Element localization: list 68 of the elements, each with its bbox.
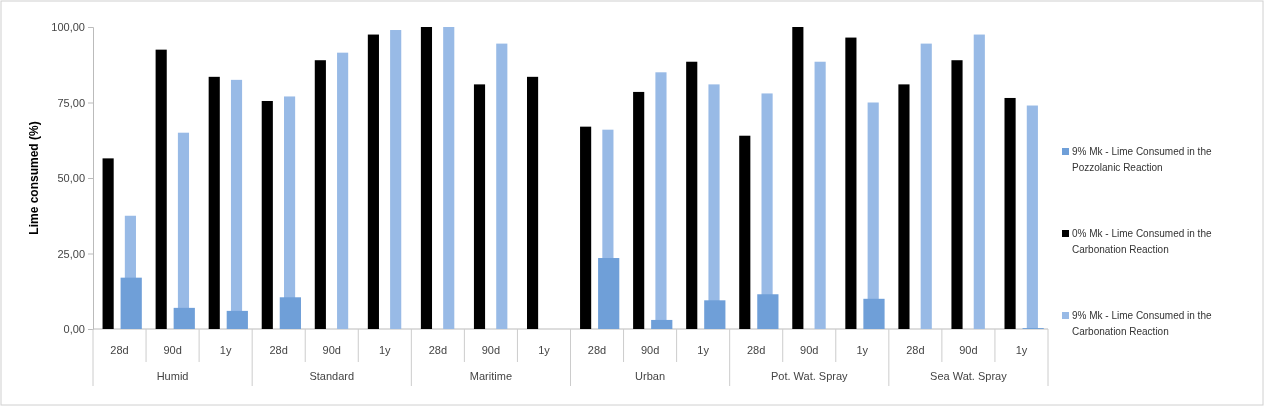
bar	[973, 34, 985, 329]
bar	[496, 43, 508, 329]
bar	[314, 60, 326, 329]
bar	[367, 34, 379, 329]
bar	[120, 277, 142, 329]
x-tick-label: 1y	[856, 344, 869, 356]
bar	[920, 43, 932, 329]
bar	[261, 100, 273, 329]
bar	[686, 61, 698, 329]
bar	[739, 135, 751, 329]
bar	[845, 37, 857, 329]
x-tick-label: 28d	[110, 344, 129, 356]
legend-label: 0% Mk - Lime Consumed in the Carbonation Reaction	[1072, 228, 1212, 255]
bar	[580, 126, 592, 329]
bar	[792, 27, 804, 329]
bar	[633, 91, 645, 329]
bar	[155, 49, 167, 329]
y-tick-label: 25,00	[57, 247, 85, 260]
bar	[814, 61, 826, 329]
bar	[598, 258, 620, 329]
x-tick-label: 90d	[800, 344, 819, 356]
x-tick-label: 90d	[959, 344, 978, 356]
x-tick-label: 28d	[269, 344, 288, 356]
text: Maritime	[469, 370, 512, 382]
x-tick-label: 1y	[538, 344, 551, 356]
bar	[208, 76, 220, 329]
y-tick-label: 100,00	[51, 21, 85, 34]
text: Sea Wat. Spray	[930, 370, 1008, 382]
bar	[390, 30, 402, 329]
bar	[704, 300, 726, 329]
bar	[651, 319, 673, 329]
text: Humid	[156, 370, 189, 382]
x-tick-label: 90d	[640, 344, 660, 356]
bar	[173, 307, 195, 329]
bar	[1026, 105, 1038, 329]
x-tick-label: 28d	[906, 344, 925, 356]
bar	[420, 27, 433, 329]
bar	[863, 298, 885, 329]
bar	[757, 294, 779, 329]
text: Urban	[635, 370, 666, 382]
x-tick-label: 1y	[219, 344, 232, 356]
x-tick-label: 28d	[428, 344, 448, 356]
x-tick-label: 28d	[587, 344, 607, 356]
x-tick-label: 28d	[747, 344, 766, 356]
y-axis-title: Lime consumed (%)	[27, 121, 41, 235]
x-tick-label: 1y	[697, 344, 710, 356]
bar	[526, 76, 539, 329]
x-tick-label: 90d	[481, 344, 501, 356]
bar	[102, 158, 114, 329]
bar	[279, 297, 301, 329]
bar	[226, 310, 248, 329]
text: Pot. Wat. Spray	[770, 370, 849, 382]
bar	[898, 84, 910, 329]
x-tick-label: 1y	[378, 344, 392, 356]
y-tick-label: 50,00	[57, 172, 85, 185]
text: Standard	[309, 370, 355, 382]
bar	[443, 27, 455, 329]
y-tick-label: 0,00	[63, 323, 85, 336]
bar	[473, 84, 486, 329]
legend-label: 9% Mk - Lime Consumed in the Carbonation Reaction	[1072, 310, 1212, 337]
bar	[1004, 97, 1016, 329]
y-tick-label: 75,00	[57, 96, 85, 109]
x-tick-label: 90d	[163, 344, 182, 356]
bar	[337, 52, 349, 329]
x-tick-label: 90d	[322, 344, 341, 356]
x-tick-label: 1y	[1015, 344, 1028, 356]
bar	[951, 60, 963, 329]
legend-label: 9% Mk - Lime Consumed in the Pozzolanic Reaction	[1072, 146, 1212, 173]
